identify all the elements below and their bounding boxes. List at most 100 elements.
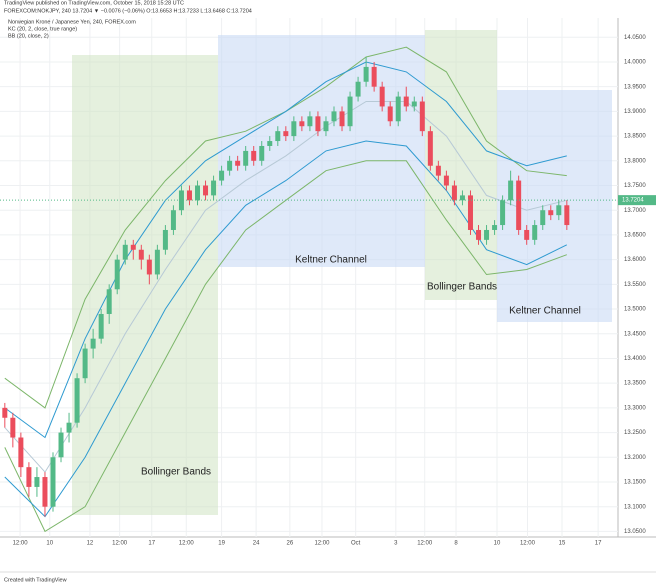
x-tick-label: 24 xyxy=(253,541,260,547)
candle-body xyxy=(26,467,32,487)
candle-body xyxy=(146,259,152,275)
y-tick-label: 13.6500 xyxy=(624,233,646,239)
x-tick-label: 12:00 xyxy=(417,541,433,547)
y-tick-label: 13.5000 xyxy=(624,307,646,313)
candle-body xyxy=(243,150,249,166)
y-tick-label: 13.9500 xyxy=(624,84,646,90)
y-tick-label: 13.5500 xyxy=(624,282,646,288)
candle-body xyxy=(211,180,217,196)
y-tick-label: 13.0500 xyxy=(624,529,646,535)
footer: Created with TradingView xyxy=(4,577,67,583)
candle-body xyxy=(548,210,554,216)
candle-body xyxy=(138,249,144,260)
x-tick-label: 10 xyxy=(46,541,53,547)
candle-body xyxy=(516,180,522,230)
x-tick-label: Oct xyxy=(351,541,361,547)
candle-body xyxy=(203,185,209,196)
y-tick-label: 14.0500 xyxy=(624,35,646,41)
candle-body xyxy=(267,141,273,146)
x-tick-label: 17 xyxy=(595,541,602,547)
candle-body xyxy=(74,378,80,423)
candle-body xyxy=(2,407,8,418)
x-tick-label: 8 xyxy=(454,541,458,547)
x-tick-label: 3 xyxy=(394,541,398,547)
candle-body xyxy=(363,66,369,82)
candle-body xyxy=(90,338,96,349)
candle-body xyxy=(532,225,538,240)
annotation: Keltner Channel xyxy=(295,255,367,266)
legend-entry: Norwegian Krone / Japanese Yen, 240, FOR… xyxy=(8,19,136,25)
candle-body xyxy=(524,229,530,240)
x-tick-label: 26 xyxy=(286,541,293,547)
candle-body xyxy=(162,229,168,250)
y-tick-label: 13.6000 xyxy=(624,257,646,263)
candle-body xyxy=(219,170,225,181)
band-line xyxy=(4,61,567,439)
candle-body xyxy=(18,437,24,468)
candle-body xyxy=(371,66,377,87)
candle-body xyxy=(339,111,345,127)
y-tick-label: 13.8000 xyxy=(624,158,646,164)
candle-body xyxy=(283,131,289,137)
candle-body xyxy=(122,244,128,260)
y-tick-label: 13.2000 xyxy=(624,455,646,461)
candle-body xyxy=(427,131,433,166)
annotation: Keltner Channel xyxy=(509,306,581,317)
candle-body xyxy=(178,190,184,211)
candle-body xyxy=(347,96,353,127)
candle-body xyxy=(106,289,112,314)
header-line2: FOREXCOM:NOKJPY, 240 13.7204 ▼ −0.0076 (… xyxy=(4,8,252,14)
candle-body xyxy=(379,86,385,107)
candle-body xyxy=(331,111,337,122)
y-tick-label: 13.4000 xyxy=(624,356,646,362)
candle-body xyxy=(275,131,281,142)
candle-body xyxy=(10,417,16,438)
candle-body xyxy=(459,195,465,201)
candle-body xyxy=(114,259,120,290)
candle-body xyxy=(195,185,201,201)
candle-body xyxy=(451,185,457,201)
x-tick-label: 12:00 xyxy=(520,541,536,547)
y-tick-label: 13.8500 xyxy=(624,134,646,140)
candle-body xyxy=(476,229,482,240)
y-tick-label: 13.7500 xyxy=(624,183,646,189)
y-tick-label: 13.4500 xyxy=(624,331,646,337)
x-tick-label: 12:00 xyxy=(112,541,128,547)
y-tick-label: 14.0000 xyxy=(624,60,646,66)
band-line xyxy=(4,140,568,518)
candle-body xyxy=(299,121,305,127)
x-tick-label: 17 xyxy=(148,541,155,547)
candle-body xyxy=(411,101,417,107)
x-tick-label: 12 xyxy=(87,541,94,547)
annotation: Bollinger Bands xyxy=(427,282,497,293)
band-line xyxy=(4,101,567,473)
annotation-box xyxy=(425,30,497,300)
candle-body xyxy=(66,422,72,433)
candle-body xyxy=(291,121,297,137)
y-tick-label: 13.9000 xyxy=(624,109,646,115)
y-tick-label: 13.7000 xyxy=(624,208,646,214)
candle-body xyxy=(130,244,136,250)
candle-body xyxy=(82,348,88,379)
candle-body xyxy=(186,190,192,201)
candle-body xyxy=(556,205,562,216)
candle-body xyxy=(355,81,361,97)
candle-body xyxy=(395,96,401,122)
candle-body xyxy=(403,96,409,107)
annotation: Bollinger Bands xyxy=(141,467,211,478)
candle-body xyxy=(500,200,506,226)
series-layer: 13.7204 xyxy=(0,46,656,533)
candle-body xyxy=(227,160,233,171)
candle-body xyxy=(435,165,441,176)
x-tick-label: 15 xyxy=(559,541,566,547)
candle-body xyxy=(443,175,449,186)
x-tick-label: 19 xyxy=(218,541,225,547)
candle-body xyxy=(50,457,56,507)
annotation-box xyxy=(72,55,218,515)
candle-body xyxy=(307,116,313,127)
y-tick-label: 13.3000 xyxy=(624,405,646,411)
last-price-tag xyxy=(618,195,656,206)
y-tick-label: 13.1500 xyxy=(624,480,646,486)
candle-body xyxy=(98,313,104,339)
